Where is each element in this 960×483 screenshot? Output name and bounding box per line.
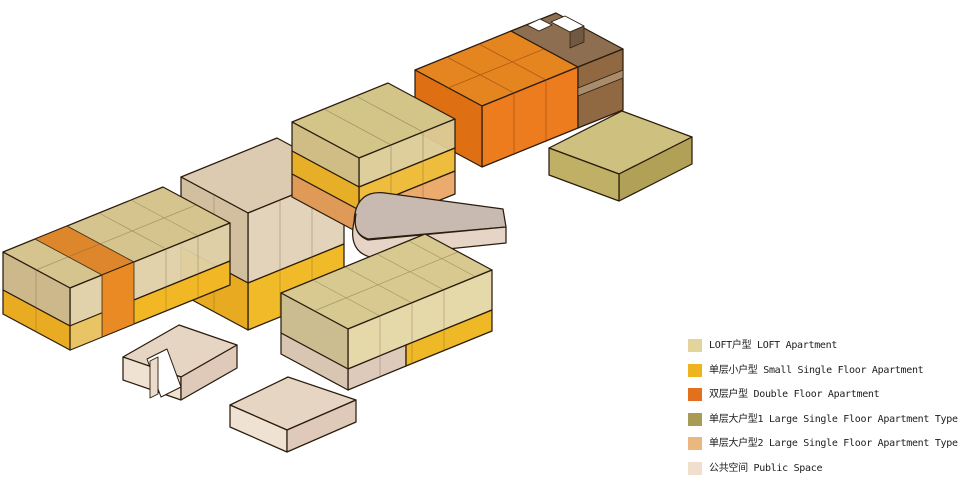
legend-item-small_single: 单层小户型 Small Single Floor Apartment xyxy=(688,363,960,377)
public-lblock-right xyxy=(180,344,238,401)
legend-swatch-loft xyxy=(688,339,702,352)
legend-item-public: 公共空间 Public Space xyxy=(688,461,960,475)
legend-swatch-small_single xyxy=(688,363,702,377)
walkway-slab-front xyxy=(352,213,507,258)
bldg-a-left-gold xyxy=(2,289,71,351)
bldg-f-front-gold xyxy=(405,309,493,367)
legend-label-double: 双层户型 Double Floor Apartment xyxy=(709,389,880,400)
legend: LOFT户型 LOFT Apartment 单层小户型 Small Single … xyxy=(688,339,960,475)
bldg-c-grid-lines xyxy=(323,95,424,221)
legend-swatch-public xyxy=(688,461,702,475)
bldg-d-left xyxy=(548,147,620,202)
bldg-a-front-col2 xyxy=(101,261,135,338)
legend-item-large2: 单层大户型2 Large Single Floor Apartment Type… xyxy=(688,437,960,450)
legend-swatch-large1 xyxy=(688,412,702,426)
legend-label-large1: 单层大户型1 Large Single Floor Apartment Type… xyxy=(709,413,960,425)
bldg-e-step-light xyxy=(577,69,624,97)
bldg-e-notch-1 xyxy=(526,18,553,32)
bldg-a-grid-lines xyxy=(34,199,199,338)
legend-item-double: 双层户型 Double Floor Apartment xyxy=(688,388,960,401)
bldg-f-grid-lines xyxy=(312,240,477,378)
public-lblock-pillar xyxy=(149,356,159,399)
bldg-e-notch-2-inner xyxy=(569,25,585,49)
bldg-f-left-pink xyxy=(280,332,349,391)
legend-item-large1: 单层大户型1 Large Single Floor Apartment Type… xyxy=(688,412,960,426)
legend-label-small_single: 单层小户型 Small Single Floor Apartment xyxy=(709,364,924,376)
legend-swatch-double xyxy=(688,388,702,401)
bldg-e-front-brown xyxy=(577,48,624,129)
legend-swatch-large2 xyxy=(688,437,702,450)
legend-label-large2: 单层大户型2 Large Single Floor Apartment Type… xyxy=(709,438,960,449)
legend-item-loft: LOFT户型 LOFT Apartment xyxy=(688,339,960,352)
legend-label-loft: LOFT户型 LOFT Apartment xyxy=(709,340,838,351)
bldg-e-grid-lines xyxy=(446,43,547,156)
public-box-right xyxy=(286,399,357,453)
legend-label-public: 公共空间 Public Space xyxy=(709,462,823,474)
walkway-slab-top xyxy=(353,192,507,240)
